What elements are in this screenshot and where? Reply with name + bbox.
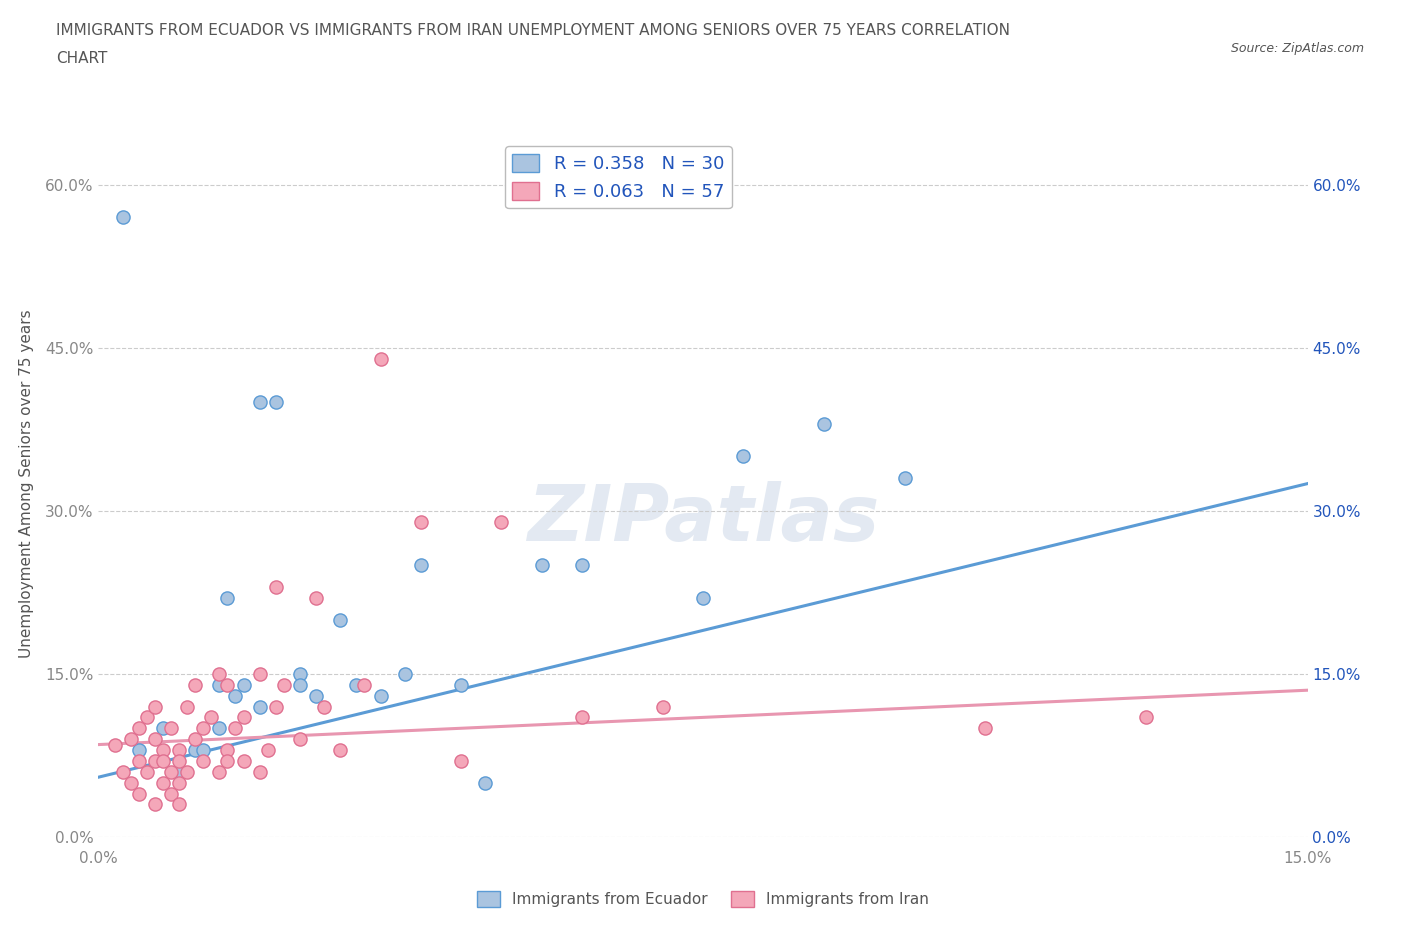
Point: [128, 753, 150, 768]
Point: [409, 558, 432, 573]
Legend: Immigrants from Ecuador, Immigrants from Iran: Immigrants from Ecuador, Immigrants from…: [471, 884, 935, 913]
Point: [273, 677, 295, 692]
Point: [111, 210, 134, 225]
Point: [208, 677, 231, 692]
Point: [176, 699, 198, 714]
Text: IMMIGRANTS FROM ECUADOR VS IMMIGRANTS FROM IRAN UNEMPLOYMENT AMONG SENIORS OVER : IMMIGRANTS FROM ECUADOR VS IMMIGRANTS FR…: [56, 23, 1011, 38]
Point: [288, 732, 311, 747]
Point: [120, 732, 142, 747]
Point: [571, 558, 593, 573]
Point: [128, 786, 150, 801]
Point: [167, 753, 190, 768]
Point: [143, 753, 166, 768]
Point: [208, 721, 231, 736]
Point: [264, 394, 287, 409]
Point: [152, 721, 174, 736]
Point: [224, 721, 246, 736]
Point: [160, 721, 183, 736]
Point: [232, 753, 254, 768]
Point: [353, 677, 375, 692]
Point: [152, 776, 174, 790]
Point: [651, 699, 673, 714]
Point: [249, 667, 271, 682]
Y-axis label: Unemployment Among Seniors over 75 years: Unemployment Among Seniors over 75 years: [18, 310, 34, 658]
Point: [571, 710, 593, 724]
Point: [288, 667, 311, 682]
Point: [200, 710, 222, 724]
Point: [193, 753, 215, 768]
Point: [305, 688, 328, 703]
Point: [893, 471, 915, 485]
Point: [217, 742, 239, 757]
Point: [143, 732, 166, 747]
Point: [394, 667, 416, 682]
Point: [232, 677, 254, 692]
Point: [344, 677, 367, 692]
Point: [208, 764, 231, 779]
Text: 0.0%: 0.0%: [79, 851, 118, 866]
Point: [167, 776, 190, 790]
Text: Source: ZipAtlas.com: Source: ZipAtlas.com: [1230, 42, 1364, 55]
Point: [249, 764, 271, 779]
Legend: R = 0.358   N = 30, R = 0.063   N = 57: R = 0.358 N = 30, R = 0.063 N = 57: [505, 146, 731, 208]
Point: [167, 742, 190, 757]
Point: [370, 352, 392, 366]
Point: [249, 699, 271, 714]
Point: [160, 786, 183, 801]
Point: [152, 753, 174, 768]
Point: [249, 394, 271, 409]
Point: [692, 591, 714, 605]
Point: [217, 753, 239, 768]
Point: [530, 558, 553, 573]
Point: [208, 667, 231, 682]
Point: [329, 612, 352, 627]
Point: [232, 710, 254, 724]
Text: CHART: CHART: [56, 51, 108, 66]
Point: [733, 449, 755, 464]
Text: 15.0%: 15.0%: [1284, 851, 1331, 866]
Point: [176, 764, 198, 779]
Point: [450, 753, 472, 768]
Point: [143, 797, 166, 812]
Point: [184, 677, 207, 692]
Point: [1135, 710, 1157, 724]
Point: [305, 591, 328, 605]
Point: [143, 699, 166, 714]
Point: [167, 797, 190, 812]
Point: [224, 688, 246, 703]
Point: [103, 737, 125, 752]
Point: [135, 710, 157, 724]
Point: [128, 742, 150, 757]
Point: [474, 776, 496, 790]
Point: [111, 764, 134, 779]
Point: [167, 764, 190, 779]
Point: [184, 742, 207, 757]
Point: [409, 514, 432, 529]
Text: ZIPatlas: ZIPatlas: [527, 481, 879, 557]
Point: [120, 776, 142, 790]
Point: [256, 742, 278, 757]
Point: [135, 764, 157, 779]
Point: [217, 677, 239, 692]
Point: [288, 677, 311, 692]
Point: [128, 721, 150, 736]
Point: [160, 764, 183, 779]
Point: [450, 677, 472, 692]
Point: [974, 721, 997, 736]
Point: [314, 699, 336, 714]
Point: [264, 699, 287, 714]
Point: [329, 742, 352, 757]
Point: [491, 514, 513, 529]
Point: [370, 688, 392, 703]
Point: [184, 732, 207, 747]
Point: [217, 591, 239, 605]
Point: [193, 721, 215, 736]
Point: [264, 579, 287, 594]
Point: [152, 742, 174, 757]
Point: [193, 742, 215, 757]
Point: [813, 417, 835, 432]
